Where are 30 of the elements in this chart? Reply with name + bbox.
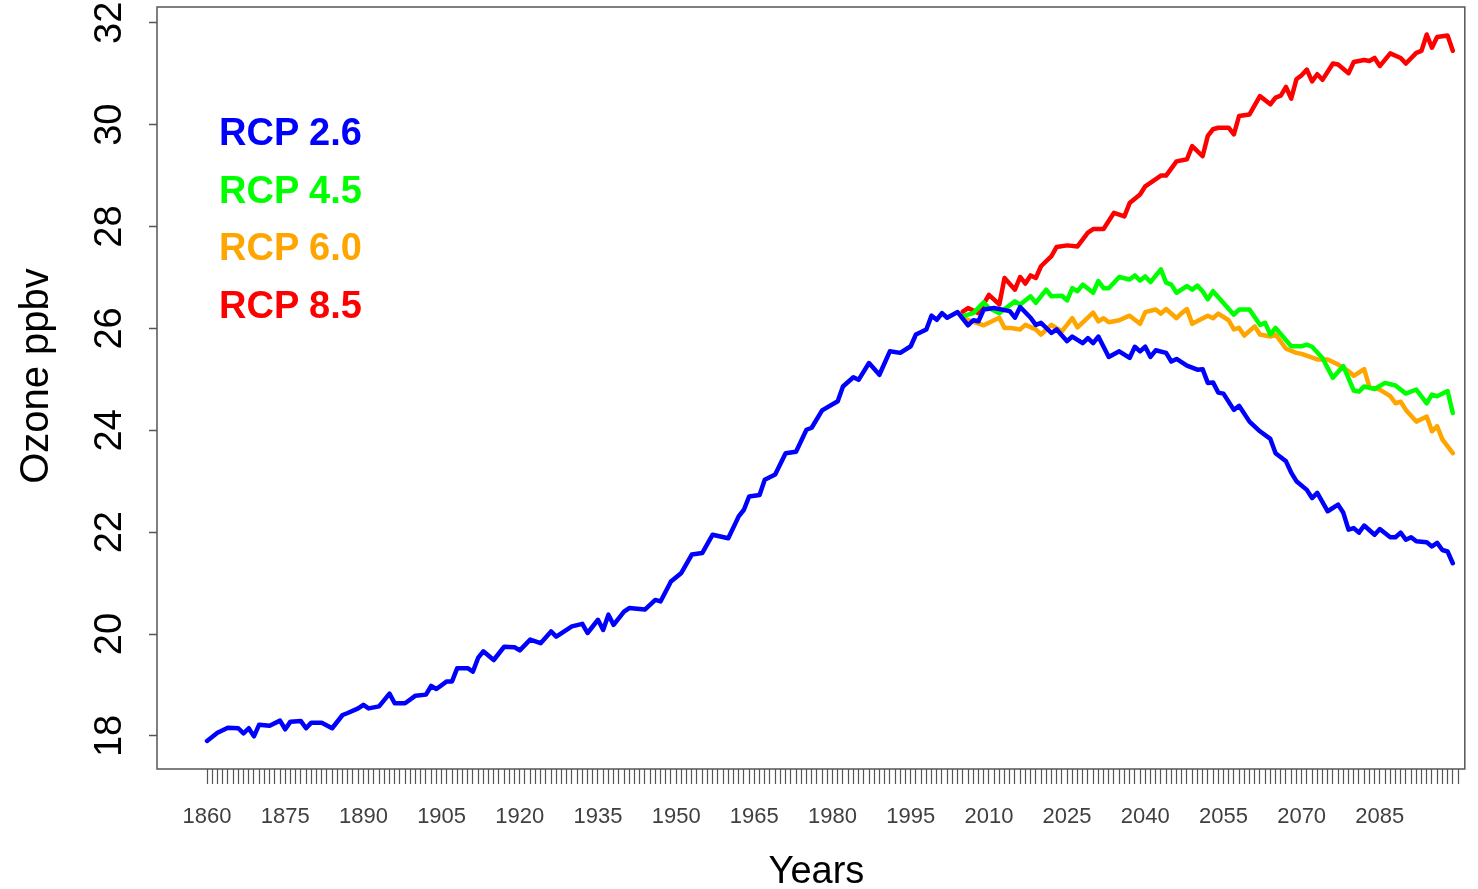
x-tick-label: 2070 [1277,803,1327,829]
x-tick-label: 2040 [1120,803,1170,829]
x-tick-label: 1920 [495,803,545,829]
text: RCP 4.5 [219,168,362,211]
x-tick-label: 2085 [1355,803,1405,829]
x-tick-label: 2025 [1042,803,1092,829]
y-tick-label: 24 [87,409,130,452]
x-tick-label: 1875 [260,803,310,829]
x-tick-label: 1860 [182,803,232,829]
y-axis-title: Ozone ppbv [12,268,57,484]
y-tick-label: 30 [87,103,130,146]
x-tick-label: 1995 [886,803,936,829]
y-tick-label: 18 [87,714,130,758]
y-tick-label: 28 [87,205,130,248]
x-tick-label: 1905 [417,803,467,829]
x-tick-label: 2055 [1198,803,1248,829]
text: RCP 2.6 [219,111,362,153]
text: RCP 6.0 [219,226,362,268]
y-tick-label: 20 [87,612,130,656]
x-axis-title: Years [768,849,865,889]
x-tick-label: 2010 [964,803,1014,829]
y-tick-label: 32 [87,1,130,44]
y-tick-label: 22 [87,511,130,554]
x-tick-label: 1980 [808,803,857,829]
x-tick-label: 1950 [651,803,701,829]
text: RCP 8.5 [219,283,362,326]
y-tick-label: 26 [87,307,130,350]
x-tick-label: 1935 [573,803,623,829]
x-tick-label: 1965 [729,803,779,829]
x-tick-label: 1890 [338,803,388,829]
